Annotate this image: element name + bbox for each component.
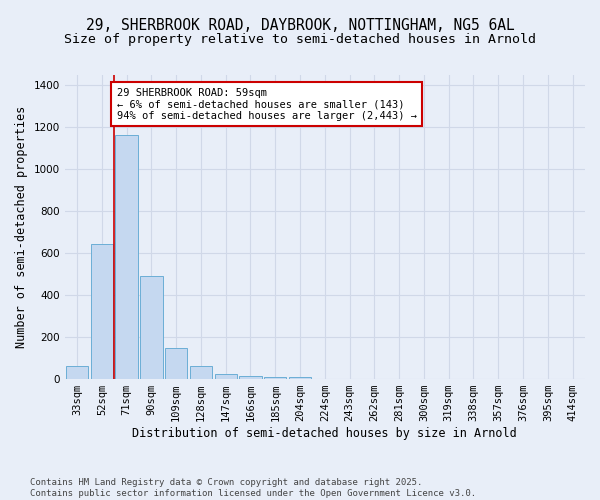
Text: Contains HM Land Registry data © Crown copyright and database right 2025.
Contai: Contains HM Land Registry data © Crown c…: [30, 478, 476, 498]
Bar: [165, 348, 187, 379]
Bar: [239, 376, 262, 379]
X-axis label: Distribution of semi-detached houses by size in Arnold: Distribution of semi-detached houses by …: [133, 427, 517, 440]
Text: 29, SHERBROOK ROAD, DAYBROOK, NOTTINGHAM, NG5 6AL: 29, SHERBROOK ROAD, DAYBROOK, NOTTINGHAM…: [86, 18, 514, 32]
Bar: [190, 366, 212, 379]
Bar: [115, 135, 138, 379]
Bar: [289, 378, 311, 379]
Bar: [66, 366, 88, 379]
Text: Size of property relative to semi-detached houses in Arnold: Size of property relative to semi-detach…: [64, 32, 536, 46]
Bar: [264, 377, 286, 379]
Bar: [140, 276, 163, 379]
Text: 29 SHERBROOK ROAD: 59sqm
← 6% of semi-detached houses are smaller (143)
94% of s: 29 SHERBROOK ROAD: 59sqm ← 6% of semi-de…: [117, 88, 417, 121]
Bar: [91, 244, 113, 379]
Y-axis label: Number of semi-detached properties: Number of semi-detached properties: [15, 106, 28, 348]
Bar: [215, 374, 237, 379]
